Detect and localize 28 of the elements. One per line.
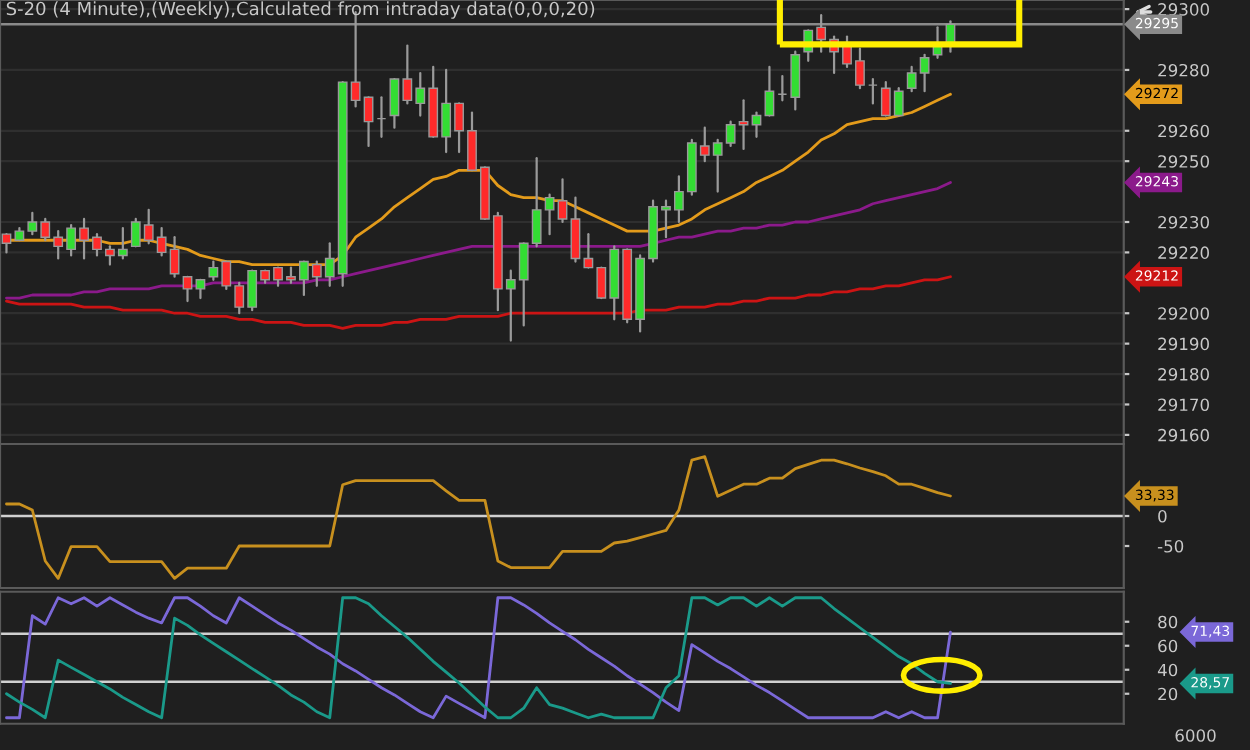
line-series [5, 181, 952, 300]
y-tick-label: 29170 [1158, 398, 1209, 412]
line-series [5, 596, 952, 720]
candlestick [764, 65, 775, 117]
chart-title: S-20 (4 Minute),(Weekly),Calculated from intraday data(0,0,0,20) [6, 1, 595, 19]
y-tick-label: 80 [1158, 615, 1178, 629]
y-tick-label: 29300 [1158, 3, 1209, 16]
line-series [5, 275, 952, 330]
candlestick [182, 275, 193, 303]
y-tick-label: 29280 [1158, 63, 1209, 77]
y-tick-label: 0 [1158, 509, 1167, 523]
candlestick [1, 233, 12, 254]
line-series [5, 455, 952, 580]
y-tick-label: -50 [1157, 539, 1184, 553]
y-tick-label: 29190 [1158, 337, 1209, 351]
y-tick-label: 29200 [1158, 307, 1209, 320]
y-tick-label: 20 [1158, 687, 1178, 701]
y-tick-label: 29250 [1158, 155, 1209, 168]
y-tick-label: 40 [1157, 663, 1178, 677]
y-tick-label: 29220 [1158, 246, 1209, 259]
y-tick-label: 29230 [1158, 215, 1209, 229]
candlestick [557, 178, 568, 224]
text: 6000 [1175, 729, 1216, 742]
y-tick-label: 29160 [1158, 428, 1209, 442]
y-tick-label: 60 [1158, 639, 1178, 653]
y-tick-label: 29180 [1158, 368, 1209, 381]
candlestick [195, 278, 206, 300]
y-tick-label: 29260 [1158, 124, 1209, 138]
